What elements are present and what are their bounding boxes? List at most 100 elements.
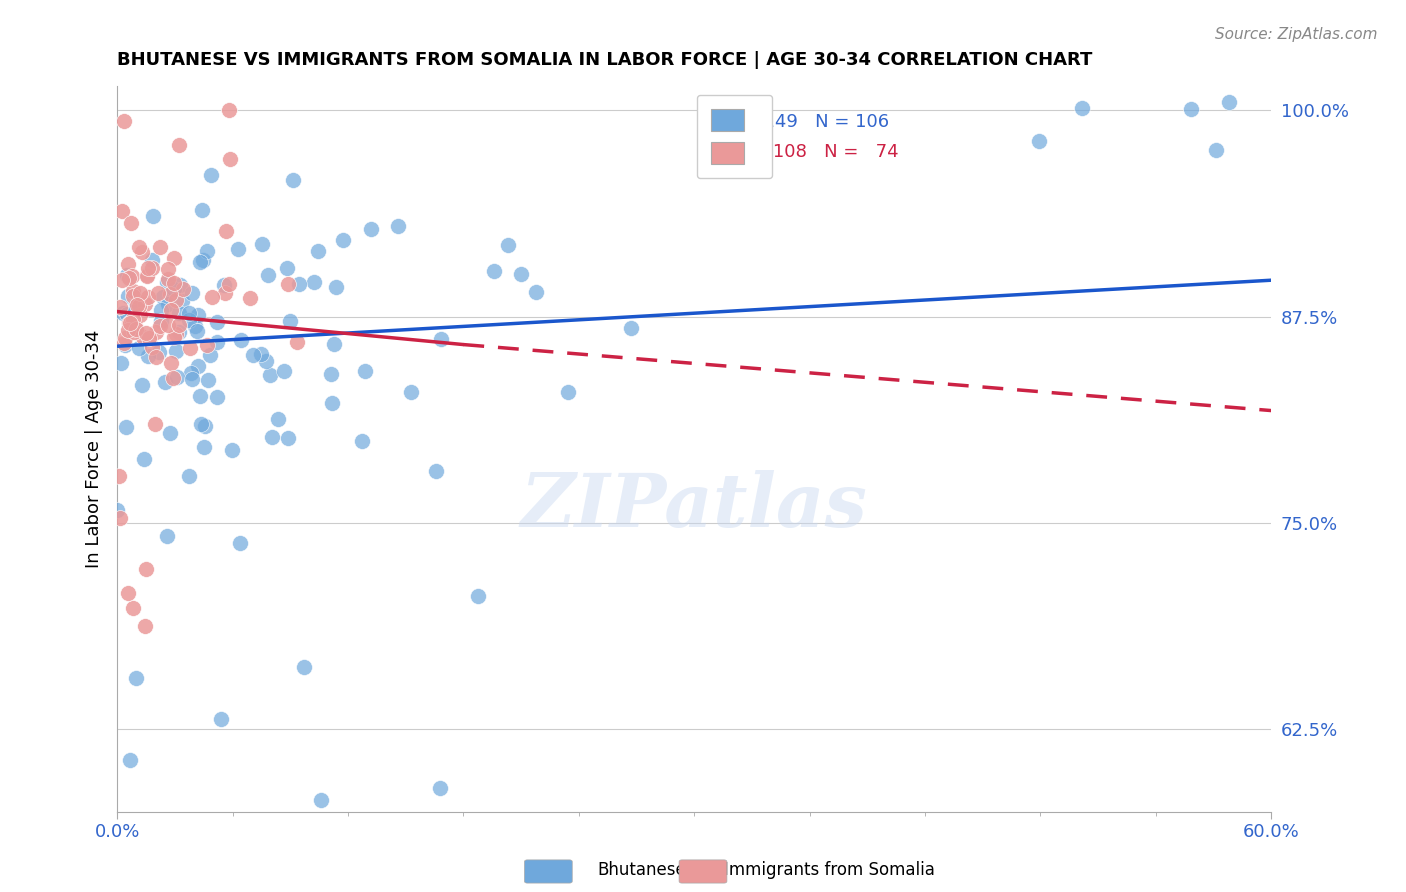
Point (467, 589, 489, 603)
Point (159, 425, 181, 440)
Point (1205, 143, 1227, 157)
Point (134, 297, 156, 311)
Point (509, 268, 531, 282)
Point (156, 529, 179, 543)
Point (307, 244, 329, 258)
Point (122, 288, 145, 302)
Point (107, 468, 129, 483)
Point (200, 168, 222, 182)
Point (136, 290, 159, 304)
Point (131, 377, 153, 392)
Point (138, 331, 160, 345)
Point (277, 277, 299, 291)
Point (218, 152, 240, 166)
Point (165, 344, 187, 359)
Point (229, 333, 252, 347)
Point (141, 252, 163, 267)
Point (128, 341, 150, 355)
Point (149, 303, 172, 318)
Point (117, 586, 139, 600)
Point (117, 323, 139, 337)
Text: BHUTANESE VS IMMIGRANTS FROM SOMALIA IN LABOR FORCE | AGE 30-34 CORRELATION CHAR: BHUTANESE VS IMMIGRANTS FROM SOMALIA IN … (117, 51, 1092, 69)
Point (115, 307, 138, 321)
Point (122, 285, 145, 299)
Point (193, 419, 215, 434)
Point (200, 348, 222, 362)
Point (309, 793, 332, 807)
Point (112, 114, 135, 128)
Point (152, 289, 174, 303)
Point (179, 341, 201, 355)
Point (242, 348, 264, 362)
Point (429, 780, 451, 795)
Point (221, 442, 243, 457)
Point (156, 297, 179, 311)
Point (285, 335, 308, 350)
Point (127, 298, 149, 312)
Point (205, 315, 228, 329)
Point (134, 326, 156, 341)
Point (156, 271, 179, 285)
Point (352, 434, 374, 449)
Point (172, 282, 194, 296)
Point (169, 277, 191, 292)
Text: R =  −0.108   N =   74: R = −0.108 N = 74 (696, 144, 898, 161)
Point (1070, 101, 1092, 115)
Text: ZIPatlas: ZIPatlas (520, 470, 868, 543)
Point (122, 601, 145, 615)
Point (190, 417, 212, 431)
Point (250, 237, 273, 252)
Point (128, 240, 150, 254)
Point (557, 385, 579, 400)
Point (111, 305, 134, 319)
Point (163, 282, 186, 296)
Point (135, 561, 157, 575)
Point (193, 440, 215, 454)
Text: Bhutanese: Bhutanese (598, 861, 686, 879)
Point (387, 219, 409, 233)
Point (165, 327, 187, 342)
Point (399, 385, 422, 400)
Point (163, 330, 186, 344)
Point (482, 264, 505, 278)
Point (193, 253, 215, 268)
Point (149, 318, 172, 333)
Point (125, 322, 148, 336)
Point (125, 671, 148, 685)
Point (188, 254, 211, 268)
Point (114, 338, 136, 352)
Point (169, 138, 191, 153)
Point (620, 321, 643, 335)
Point (304, 275, 326, 289)
Point (260, 429, 283, 443)
Point (145, 351, 167, 365)
Point (257, 268, 280, 282)
Point (128, 299, 150, 313)
Point (332, 233, 354, 247)
Point (118, 271, 141, 285)
Point (110, 510, 132, 524)
Point (166, 369, 188, 384)
Point (117, 257, 139, 271)
Point (114, 330, 136, 344)
Legend: , : , (696, 95, 772, 178)
Point (120, 753, 142, 767)
Point (191, 202, 214, 217)
Point (170, 293, 193, 308)
Point (118, 316, 141, 330)
Point (214, 285, 236, 300)
Point (186, 324, 208, 338)
Text: Source: ZipAtlas.com: Source: ZipAtlas.com (1215, 27, 1378, 42)
Point (125, 297, 148, 311)
Text: Immigrants from Somalia: Immigrants from Somalia (724, 861, 935, 879)
Point (197, 373, 219, 387)
Point (165, 293, 187, 307)
Point (145, 325, 167, 339)
Point (131, 244, 153, 259)
Point (181, 286, 204, 301)
Y-axis label: In Labor Force | Age 30-34: In Labor Force | Age 30-34 (86, 329, 103, 567)
Point (128, 285, 150, 300)
Point (105, 503, 128, 517)
Point (135, 268, 157, 282)
Point (132, 452, 155, 467)
